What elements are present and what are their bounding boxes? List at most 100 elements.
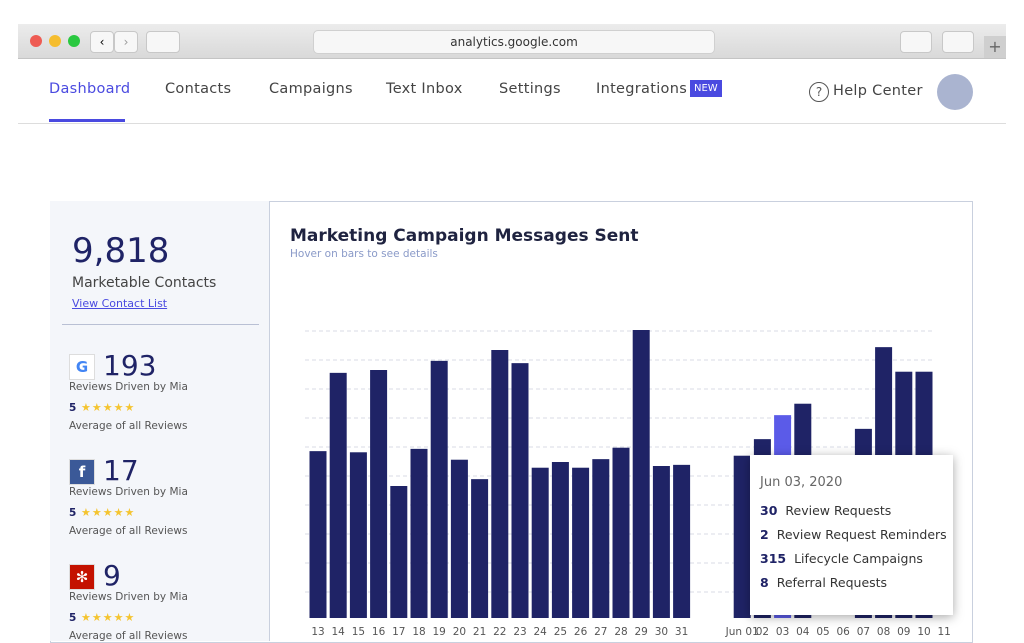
bar[interactable] xyxy=(329,372,347,618)
review-count: 17 xyxy=(103,454,139,487)
x-tick-label: 03 xyxy=(776,626,789,637)
minimize-button[interactable] xyxy=(49,35,61,47)
underline xyxy=(49,119,125,122)
x-tick-label: 27 xyxy=(594,626,607,637)
url: analytics.google.com xyxy=(450,35,578,49)
address-bar[interactable]: analytics.google.com xyxy=(313,30,715,54)
bar[interactable] xyxy=(410,448,428,618)
tooltip-count: 2 xyxy=(760,527,769,542)
tooltip-label: Referral Requests xyxy=(776,575,888,590)
rating: 5 xyxy=(69,507,77,519)
chart-title: Marketing Campaign Messages Sent xyxy=(290,226,639,246)
review-label: Reviews Driven by Mia xyxy=(69,381,188,393)
tooltip-label: Lifecycle Campaigns xyxy=(794,551,923,566)
nav-item[interactable]: Settings xyxy=(499,81,561,97)
nav-item[interactable]: Integrations xyxy=(596,81,688,97)
stars: ★★★★★ xyxy=(81,611,136,624)
x-tick-label: 05 xyxy=(816,626,829,637)
bar[interactable] xyxy=(309,451,327,618)
x-tick-label: 31 xyxy=(675,626,688,637)
nav-item[interactable]: Text Inbox xyxy=(386,81,463,97)
bar[interactable] xyxy=(450,459,468,618)
review-icon: f xyxy=(69,459,95,485)
x-tick-label: 20 xyxy=(453,626,466,637)
rating-label: Average of all Reviews xyxy=(69,525,188,537)
x-tick-label: 15 xyxy=(352,626,365,637)
x-tick-label: 21 xyxy=(473,626,486,637)
chart-subtitle: Hover on bars to see details xyxy=(290,248,438,260)
forward-button[interactable]: › xyxy=(114,31,138,53)
bar[interactable] xyxy=(652,466,670,618)
bar[interactable] xyxy=(349,452,367,618)
bar[interactable] xyxy=(733,455,751,618)
x-tick-label: 18 xyxy=(412,626,425,637)
review-label: Reviews Driven by Mia xyxy=(69,486,188,498)
review-count: 193 xyxy=(103,349,157,382)
x-tick-label: 04 xyxy=(796,626,810,637)
notifications-button[interactable] xyxy=(937,74,973,110)
bar[interactable] xyxy=(632,330,650,618)
x-tick-label: 16 xyxy=(372,626,386,637)
sidebar-button[interactable] xyxy=(146,31,180,53)
x-tick-label: 09 xyxy=(897,626,910,637)
tooltip-row: 30 Review Requests xyxy=(760,503,891,518)
x-tick-label: 28 xyxy=(614,626,627,637)
rating: 5 xyxy=(69,402,77,414)
bar[interactable] xyxy=(592,459,610,618)
bar[interactable] xyxy=(511,363,529,618)
tooltip-count: 8 xyxy=(760,575,769,590)
review-count: 9 xyxy=(103,559,121,592)
bar[interactable] xyxy=(612,447,630,618)
back-button[interactable]: ‹ xyxy=(90,31,114,53)
x-tick-label: 24 xyxy=(534,626,548,637)
nav-bar: Dashboard Contacts Campaigns Text Inbox Sett… xyxy=(18,59,1006,124)
bar[interactable] xyxy=(471,479,489,618)
x-tick-label: 17 xyxy=(392,626,405,637)
bar[interactable] xyxy=(531,467,549,618)
x-tick-label: 07 xyxy=(857,626,870,637)
stars: ★★★★★ xyxy=(81,401,136,414)
review-icon: ✻ xyxy=(69,564,95,590)
new-tab-button[interactable]: + xyxy=(984,36,1006,58)
bar[interactable] xyxy=(572,467,590,618)
tooltip-count: 30 xyxy=(760,503,778,518)
tabs-button[interactable] xyxy=(942,31,974,53)
zoom-button[interactable] xyxy=(68,35,80,47)
nav-item[interactable]: Dashboard xyxy=(49,81,131,97)
divider xyxy=(62,324,259,325)
bar[interactable] xyxy=(673,464,691,618)
x-tick-label: 08 xyxy=(877,626,890,637)
new-badge: NEW xyxy=(690,80,722,97)
tooltip-label: Review Request Reminders xyxy=(776,527,947,542)
contact-list-link[interactable]: View Contact List xyxy=(72,297,168,310)
bar[interactable] xyxy=(551,462,569,618)
tooltip: Jun 03, 2020 30 Review Requests 2 Review Re… xyxy=(750,455,953,615)
share-button[interactable] xyxy=(900,31,932,53)
x-tick-label: 19 xyxy=(433,626,446,637)
bar[interactable] xyxy=(430,360,448,618)
x-tick-label: 11 xyxy=(938,626,951,637)
nav-item[interactable]: Campaigns xyxy=(269,81,353,97)
browser-bar: ‹ › analytics.google.com + xyxy=(18,24,1006,59)
tooltip-row: 2 Review Request Reminders xyxy=(760,527,947,542)
bar[interactable] xyxy=(390,486,408,618)
review-label: Reviews Driven by Mia xyxy=(69,591,188,603)
nav-item[interactable]: Contacts xyxy=(165,81,232,97)
bar[interactable] xyxy=(491,350,509,618)
contacts-label: Marketable Contacts xyxy=(72,275,217,291)
tooltip-row: 315 Lifecycle Campaigns xyxy=(760,551,923,566)
bar[interactable] xyxy=(370,370,388,618)
tooltip-count: 315 xyxy=(760,551,787,566)
help-link[interactable]: Help Center xyxy=(833,83,923,99)
close-button[interactable] xyxy=(30,35,42,47)
x-tick-label: 22 xyxy=(493,626,506,637)
help-icon: ? xyxy=(809,82,829,102)
x-tick-label: 14 xyxy=(332,626,346,637)
review-icon: G xyxy=(69,354,95,380)
x-tick-label: 02 xyxy=(756,626,769,637)
contacts-count: 9,818 xyxy=(72,231,170,271)
tooltip-row: 8 Referral Requests xyxy=(760,575,887,590)
tooltip-label: Review Requests xyxy=(785,503,892,518)
sidebar: 9,818 Marketable Contacts View Contact L… xyxy=(50,201,270,642)
